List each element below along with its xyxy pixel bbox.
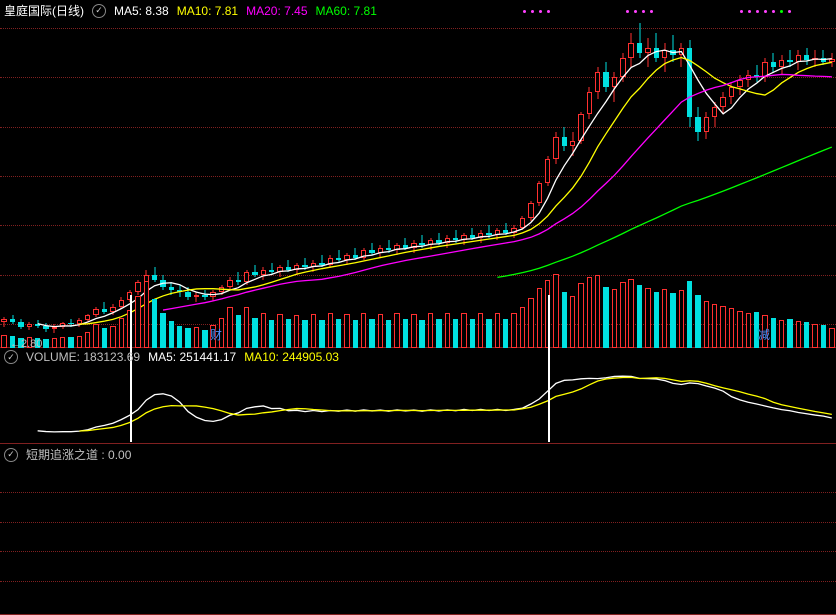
ma20-label: MA20: [246,4,281,18]
volume-panel[interactable]: ✓ VOLUME: 183123.69 MA5: 251441.17 MA10:… [0,348,836,444]
indicator-label: 短期追涨之道 : [26,448,105,462]
ma5-label: MA5: [114,4,142,18]
ma5-value: 8.38 [145,4,168,18]
ma60-value: 7.81 [354,4,377,18]
vol-ma5-value: 251441.17 [179,350,236,364]
price-chart-header: 皇庭国际(日线) ✓ MA5: 8.38 MA10: 7.81 MA20: 7.… [4,2,377,19]
vol-ma10-value: 244905.03 [282,350,339,364]
ma10-label: MA10: [177,4,212,18]
volume-header: ✓ VOLUME: 183123.69 MA5: 251441.17 MA10:… [4,350,339,364]
vol-ma10-label: MA10: [244,350,279,364]
vol-ma5-label: MA5: [148,350,176,364]
toggle-icon[interactable]: ✓ [92,4,106,18]
indicator-header: ✓ 短期追涨之道 : 0.00 [4,446,131,463]
volume-value: 183123.69 [83,350,140,364]
ma20-value: 7.45 [284,4,307,18]
indicator-panel[interactable]: ✓ 短期追涨之道 : 0.00 [0,444,836,615]
volume-label: VOLUME: [26,350,80,364]
ma-lines-layer [0,0,836,348]
stock-title: 皇庭国际(日线) [4,2,84,19]
price-chart-panel[interactable]: 皇庭国际(日线) ✓ MA5: 8.38 MA10: 7.81 MA20: 7.… [0,0,836,348]
ma10-value: 7.81 [215,4,238,18]
toggle-icon[interactable]: ✓ [4,350,18,364]
ma60-label: MA60: [316,4,351,18]
toggle-icon[interactable]: ✓ [4,448,18,462]
indicator-value: 0.00 [108,448,131,462]
